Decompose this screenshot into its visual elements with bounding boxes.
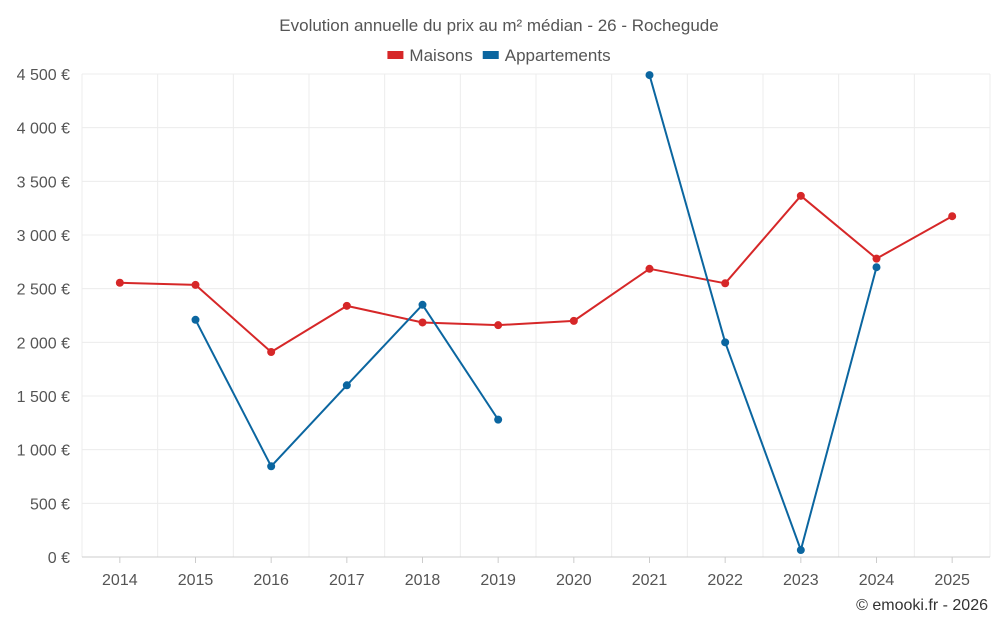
legend-label-appartements[interactable]: Appartements: [505, 46, 611, 65]
credit-text: © emooki.fr - 2026: [856, 597, 988, 614]
y-tick-label: 3 000 €: [17, 228, 70, 245]
data-point[interactable]: [418, 300, 427, 309]
data-point[interactable]: [721, 338, 730, 347]
data-point[interactable]: [115, 278, 124, 287]
x-tick-label: 2020: [556, 572, 592, 589]
series-layer: [115, 71, 957, 555]
x-tick-label: 2017: [329, 572, 365, 589]
data-point[interactable]: [494, 321, 503, 330]
y-tick-label: 3 500 €: [17, 174, 70, 191]
data-point[interactable]: [191, 315, 200, 324]
data-point[interactable]: [796, 191, 805, 200]
x-tick-label: 2024: [859, 572, 895, 589]
x-tick-label: 2022: [707, 572, 743, 589]
y-tick-label: 4 000 €: [17, 121, 70, 138]
series-maisons: [115, 191, 957, 356]
data-point[interactable]: [645, 71, 654, 80]
y-tick-label: 2 500 €: [17, 282, 70, 299]
y-tick-label: 0 €: [48, 550, 70, 567]
x-tick-label: 2014: [102, 572, 138, 589]
y-tick-label: 500 €: [30, 496, 70, 513]
y-axis: 0 € 500 € 1 000 € 1 500 € 2 000 € 2 500 € 3 00…: [17, 67, 70, 567]
data-point[interactable]: [342, 381, 351, 390]
x-tick-label: 2021: [632, 572, 668, 589]
x-tick-label: 2018: [405, 572, 441, 589]
legend-label-maisons[interactable]: Maisons: [409, 46, 472, 65]
x-tick-label: 2016: [253, 572, 289, 589]
data-point[interactable]: [872, 263, 881, 272]
series-line: [648, 74, 878, 552]
grid: [81, 73, 991, 558]
x-tick-label: 2015: [178, 572, 214, 589]
y-tick-label: 1 500 €: [17, 389, 70, 406]
data-point[interactable]: [872, 254, 881, 263]
legend-swatch-appartements: [482, 51, 499, 59]
data-point[interactable]: [342, 301, 351, 310]
x-tick-label: 2023: [783, 572, 819, 589]
data-point[interactable]: [494, 415, 503, 424]
legend: Maisons Appartements: [387, 46, 611, 65]
y-tick-label: 1 000 €: [17, 443, 70, 460]
series-line: [119, 194, 953, 353]
y-tick-label: 2 000 €: [17, 335, 70, 352]
data-point[interactable]: [721, 279, 730, 288]
data-point[interactable]: [267, 462, 276, 471]
data-point[interactable]: [796, 546, 805, 555]
x-tick-label: 2025: [934, 572, 970, 589]
data-point[interactable]: [418, 318, 427, 327]
chart-title: Evolution annuelle du prix au m² médian …: [279, 16, 718, 35]
data-point[interactable]: [948, 212, 957, 221]
x-axis: 2014 2015 2016 2017 2018 2019 2020 2021 2022 2023…: [102, 557, 970, 589]
data-point[interactable]: [645, 264, 654, 273]
y-tick-label: 4 500 €: [17, 67, 70, 84]
x-tick-label: 2019: [480, 572, 516, 589]
data-point[interactable]: [267, 347, 276, 356]
series-appartements: [191, 71, 881, 555]
data-point[interactable]: [191, 280, 200, 289]
data-point[interactable]: [569, 316, 578, 325]
legend-swatch-maisons: [387, 51, 404, 59]
